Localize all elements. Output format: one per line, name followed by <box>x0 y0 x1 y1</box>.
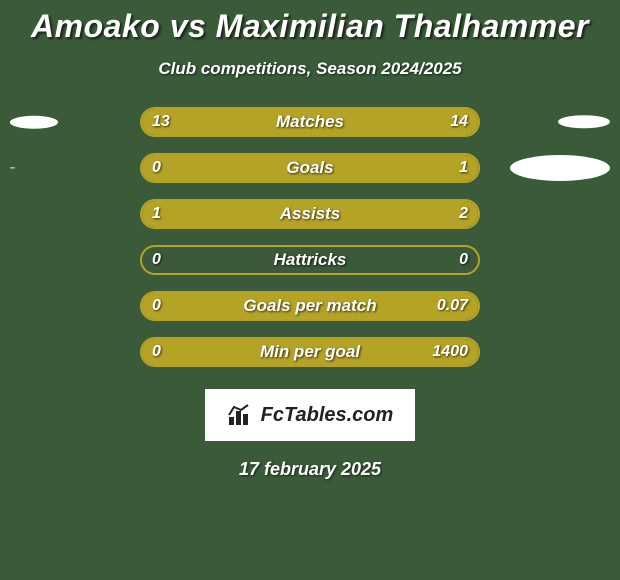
stat-row: 0 0.07 Goals per match <box>0 291 620 321</box>
right-ellipse <box>558 115 610 128</box>
stat-label: Assists <box>280 204 340 224</box>
value-right: 0 <box>459 251 468 269</box>
stat-pill: 0 0.07 Goals per match <box>140 291 480 321</box>
stat-label: Goals per match <box>243 296 376 316</box>
stat-row: 0 0 Hattricks <box>0 245 620 275</box>
value-left: 13 <box>152 113 170 131</box>
chart-icon <box>227 403 255 427</box>
stat-label: Goals <box>286 158 333 178</box>
page: Amoako vs Maximilian Thalhammer Club com… <box>0 0 620 580</box>
value-left: 0 <box>152 343 161 361</box>
right-ellipse <box>510 155 610 181</box>
value-right: 2 <box>459 205 468 223</box>
fctables-logo[interactable]: FcTables.com <box>205 389 415 441</box>
stat-row: 1 2 Assists <box>0 199 620 229</box>
value-right: 1 <box>459 159 468 177</box>
value-left: 0 <box>152 297 161 315</box>
stat-pill: 0 1 Goals <box>140 153 480 183</box>
logo-text: FcTables.com <box>261 404 394 427</box>
stat-label: Min per goal <box>260 342 360 362</box>
date-label: 17 february 2025 <box>0 459 620 480</box>
stat-pill: 1 2 Assists <box>140 199 480 229</box>
stat-label: Matches <box>276 112 344 132</box>
stats-container: 1314Matches01Goals12Assists00Hattricks00… <box>0 107 620 367</box>
stat-row: 0 1 Goals <box>0 153 620 183</box>
stat-pill: 13 14 Matches <box>140 107 480 137</box>
value-right: 0.07 <box>437 297 468 315</box>
value-right: 14 <box>450 113 468 131</box>
page-subtitle: Club competitions, Season 2024/2025 <box>0 59 620 79</box>
left-ellipse <box>10 167 15 168</box>
stat-pill: 0 1400 Min per goal <box>140 337 480 367</box>
left-ellipse <box>10 116 58 129</box>
stat-pill: 0 0 Hattricks <box>140 245 480 275</box>
stat-row: 13 14 Matches <box>0 107 620 137</box>
value-left: 0 <box>152 251 161 269</box>
page-title: Amoako vs Maximilian Thalhammer <box>0 0 620 45</box>
value-left: 1 <box>152 205 161 223</box>
stat-label: Hattricks <box>274 250 347 270</box>
value-left: 0 <box>152 159 161 177</box>
value-right: 1400 <box>432 343 468 361</box>
stat-row: 0 1400 Min per goal <box>0 337 620 367</box>
